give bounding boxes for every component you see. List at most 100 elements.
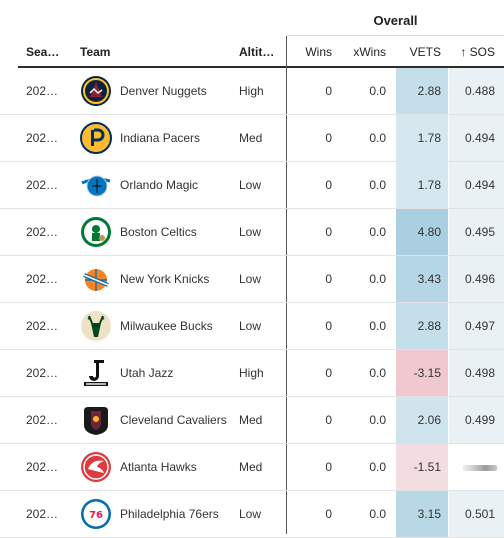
table-row[interactable]: 202… Atlanta Hawks Med 0 0.0 -1.51 (0, 444, 504, 491)
group-underline (287, 35, 504, 36)
season-cell: 202… (26, 178, 59, 192)
denver-nuggets-logo-icon (81, 76, 111, 106)
season-cell: 202… (26, 84, 59, 98)
sos-heat-cell (449, 115, 504, 161)
xwins-cell: 0.0 (369, 225, 386, 239)
column-header-season[interactable]: Sea… (26, 45, 60, 59)
team-name: Boston Celtics (120, 225, 197, 239)
wins-cell: 0 (325, 272, 332, 286)
altitude-cell: Low (239, 178, 262, 192)
loading-placeholder (463, 465, 497, 471)
column-divider (286, 36, 287, 534)
vets-heat-cell (396, 303, 448, 349)
table-body: 202… Denver Nuggets High 0 0.0 2.88 0.48… (0, 68, 504, 538)
vets-cell: 3.43 (417, 272, 441, 286)
table-row[interactable]: 202… Cleveland Cavaliers Med 0 0.0 2.06 … (0, 397, 504, 444)
column-header-team[interactable]: Team (80, 45, 111, 59)
altitude-cell: Low (239, 225, 262, 239)
xwins-cell: 0.0 (369, 507, 386, 521)
vets-cell: 1.78 (417, 178, 441, 192)
team-name: Orlando Magic (120, 178, 199, 192)
column-header-altitude[interactable]: Altit… (239, 45, 275, 59)
season-cell: 202… (26, 460, 59, 474)
table-row[interactable]: 202… Milwaukee Bucks Low 0 0.0 2.88 0.49… (0, 303, 504, 350)
sos-heat-cell (449, 303, 504, 349)
team-name: Atlanta Hawks (120, 460, 197, 474)
table-row[interactable]: 202… Orlando Magic Low 0 0.0 1.78 0.494 (0, 162, 504, 209)
altitude-cell: Med (239, 460, 263, 474)
vets-heat-cell (396, 491, 448, 537)
sos-cell: 0.501 (464, 507, 495, 521)
wins-cell: 0 (325, 225, 332, 239)
vets-cell: 2.88 (417, 319, 441, 333)
sos-cell: 0.497 (464, 319, 495, 333)
table-row[interactable]: 202… New York Knicks Low 0 0.0 3.43 0.49… (0, 256, 504, 303)
overall-group-label: Overall (373, 13, 418, 28)
wins-cell: 0 (325, 319, 332, 333)
wins-cell: 0 (325, 366, 332, 380)
season-cell: 202… (26, 272, 59, 286)
vets-heat-cell (396, 162, 448, 208)
wins-cell: 0 (325, 178, 332, 192)
vets-heat-cell (396, 115, 448, 161)
table-row[interactable]: 202… Denver Nuggets High 0 0.0 2.88 0.48… (0, 68, 504, 115)
column-header-wins[interactable]: Wins (305, 45, 332, 59)
vets-heat-cell (396, 209, 448, 255)
vets-cell: -3.15 (413, 366, 441, 380)
team-name: Utah Jazz (120, 366, 174, 380)
sos-cell: 0.494 (464, 178, 495, 192)
sos-heat-cell (449, 68, 504, 114)
vets-cell: 4.80 (417, 225, 441, 239)
vets-heat-cell (396, 256, 448, 302)
table-row[interactable]: 202… Indiana Pacers Med 0 0.0 1.78 0.494 (0, 115, 504, 162)
sos-cell: 0.495 (464, 225, 495, 239)
vets-heat-cell (396, 444, 448, 490)
column-header-vets[interactable]: VETS (409, 45, 441, 59)
philadelphia-76ers-logo-icon: 76 (81, 499, 111, 529)
team-name: New York Knicks (120, 272, 210, 286)
vets-cell: 1.78 (417, 131, 441, 145)
sos-cell: 0.488 (464, 84, 495, 98)
vets-cell: 3.15 (417, 507, 441, 521)
boston-celtics-logo-icon (81, 217, 111, 247)
vets-heat-cell (396, 397, 448, 443)
season-cell: 202… (26, 225, 59, 239)
cleveland-cavaliers-logo-icon (84, 407, 108, 435)
column-header-row: Sea… Team Altit… Wins xWins VETS ↑ SOS (0, 36, 504, 66)
sos-cell: 0.498 (464, 366, 495, 380)
table-row[interactable]: 202… Boston Celtics Low 0 0.0 4.80 0.495 (0, 209, 504, 256)
vets-heat-cell (396, 68, 448, 114)
sos-heat-cell (449, 256, 504, 302)
team-name: Indiana Pacers (120, 131, 201, 145)
column-header-xwins[interactable]: xWins (353, 45, 386, 59)
altitude-cell: Low (239, 272, 262, 286)
season-cell: 202… (26, 131, 59, 145)
column-header-sos-sorted[interactable]: ↑ SOS (460, 45, 495, 59)
altitude-cell: Med (239, 413, 263, 427)
season-cell: 202… (26, 507, 59, 521)
group-header-row: Overall (0, 0, 504, 36)
vets-cell: -1.51 (413, 460, 441, 474)
table-row[interactable]: 202… 76 Philadelphia 76ers Low 0 0.0 3.1… (0, 491, 504, 538)
sos-heat-cell (449, 350, 504, 396)
wins-cell: 0 (325, 413, 332, 427)
xwins-cell: 0.0 (369, 319, 386, 333)
wins-cell: 0 (325, 84, 332, 98)
xwins-cell: 0.0 (369, 460, 386, 474)
sos-heat-cell (449, 397, 504, 443)
team-name: Milwaukee Bucks (120, 319, 213, 333)
season-cell: 202… (26, 319, 59, 333)
atlanta-hawks-logo-icon (81, 452, 111, 482)
vets-cell: 2.88 (417, 84, 441, 98)
sos-cell: 0.499 (464, 413, 495, 427)
altitude-cell: High (239, 84, 264, 98)
wins-cell: 0 (325, 460, 332, 474)
sos-cell: 0.496 (464, 272, 495, 286)
xwins-cell: 0.0 (369, 84, 386, 98)
season-cell: 202… (26, 366, 59, 380)
table-row[interactable]: 202… Utah Jazz High 0 0.0 -3.15 0.498 (0, 350, 504, 397)
xwins-cell: 0.0 (369, 413, 386, 427)
indiana-pacers-logo-icon (80, 122, 112, 154)
wins-cell: 0 (325, 507, 332, 521)
xwins-cell: 0.0 (369, 178, 386, 192)
